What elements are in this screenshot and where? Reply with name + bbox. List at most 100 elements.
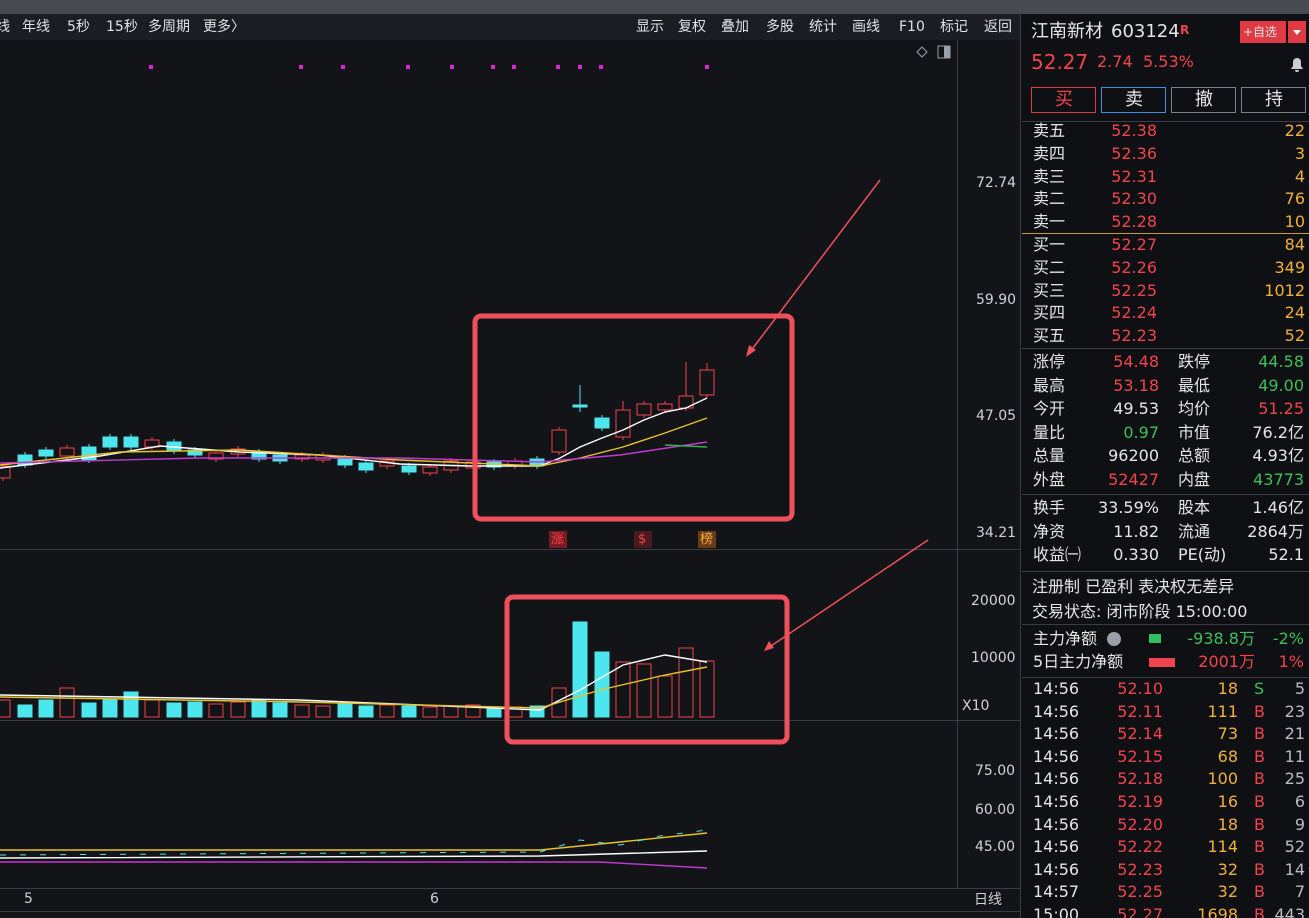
tick-time: 14:56: [1033, 769, 1080, 789]
toolbar-item[interactable]: 叠加: [721, 19, 749, 35]
annotation-box: [504, 594, 790, 745]
book-volume: 76: [1284, 189, 1305, 209]
flow-pct: 1%: [1278, 652, 1304, 671]
volume-bar: [379, 704, 395, 718]
book-label: 买五: [1033, 326, 1066, 346]
book-volume: 24: [1284, 303, 1305, 323]
tick-volume: 1698: [1197, 905, 1238, 918]
volume-bar: [59, 687, 75, 718]
toolbar-item[interactable]: 画线: [852, 19, 880, 35]
toolbar-item[interactable]: F10: [899, 19, 925, 35]
book-label: 卖二: [1033, 189, 1066, 209]
volume-bar: [0, 699, 11, 718]
toolbar-item[interactable]: 显示: [636, 19, 664, 35]
candle-body: [208, 452, 224, 460]
toolbar-item[interactable]: 多周期: [148, 19, 190, 35]
indicator-axis-label: 75.00: [975, 763, 1016, 779]
toolbar-item[interactable]: 返回: [984, 19, 1012, 35]
bell-icon[interactable]: [1291, 58, 1303, 72]
book-volume: 4: [1294, 166, 1305, 186]
tick-side: B: [1254, 814, 1265, 834]
tick-price: 52.23: [1117, 859, 1163, 879]
trade-button[interactable]: 卖: [1125, 89, 1143, 110]
flow-pct: -2%: [1272, 629, 1304, 648]
price-change: 2.74: [1097, 52, 1133, 71]
period-label[interactable]: 日线: [974, 892, 1002, 908]
marker-bg: [698, 531, 716, 548]
stat-value: 44.58: [1258, 352, 1304, 371]
volume-bar: [17, 704, 33, 718]
tick-time: 14:56: [1033, 837, 1080, 857]
book-label: 卖四: [1033, 143, 1066, 163]
toolbar-item[interactable]: 5秒: [67, 19, 90, 35]
tick-side: B: [1254, 746, 1265, 766]
volume-bar: [594, 651, 610, 718]
dropdown-arrow: [1293, 30, 1301, 35]
info-icon[interactable]: [1107, 632, 1121, 646]
tick-side: B: [1254, 882, 1265, 902]
tick-count: 21: [1284, 724, 1305, 744]
stock-name: 江南新材: [1031, 21, 1103, 42]
watch-button-bg[interactable]: [1240, 21, 1286, 43]
toolbar-item[interactable]: 复权: [678, 19, 706, 35]
book-price: 52.38: [1111, 121, 1157, 140]
date-label: 6: [430, 891, 439, 907]
buy-button[interactable]: [1031, 87, 1096, 113]
tick-side: B: [1254, 837, 1265, 857]
book-label: 买二: [1033, 257, 1066, 277]
vol-ma-line: [0, 654, 708, 711]
tick-volume: 114: [1207, 837, 1238, 857]
stat-value: 54.48: [1113, 352, 1159, 371]
cancel-button[interactable]: [1171, 87, 1236, 113]
toolbar-item[interactable]: 统计: [809, 19, 837, 35]
flow-value: -938.8万: [1187, 629, 1255, 648]
volume-bar: [166, 702, 182, 718]
icon-diamond[interactable]: [916, 46, 928, 58]
trade-button[interactable]: 买: [1055, 89, 1073, 110]
tick-count: 443: [1274, 905, 1305, 918]
candle-body: [594, 417, 610, 429]
toolbar-item[interactable]: 年线: [22, 19, 50, 35]
tick-count: 9: [1294, 814, 1305, 834]
candle-body: [572, 404, 588, 408]
price-axis-label: 34.21: [976, 525, 1017, 541]
volume-bar: [81, 702, 97, 718]
volume-bar: [443, 705, 459, 718]
hold-button[interactable]: [1241, 87, 1306, 113]
stat-value: 1.46亿: [1252, 498, 1304, 517]
signal-dot: [341, 65, 345, 69]
toolbar-item[interactable]: 线: [0, 19, 10, 35]
volume-bar: [401, 705, 417, 718]
book-label: 买三: [1033, 280, 1066, 300]
stat-label: 涨停: [1033, 352, 1066, 371]
toolbar-item[interactable]: 标记: [940, 19, 968, 35]
watch-button[interactable]: +自选: [1243, 25, 1278, 39]
volume-bar: [272, 702, 288, 718]
tick-time: 14:56: [1033, 859, 1080, 879]
tick-time: 14:56: [1033, 701, 1080, 721]
stat-value: 49.53: [1113, 399, 1159, 419]
signal-dot: [406, 65, 410, 69]
book-volume: 349: [1274, 257, 1305, 277]
flow-label: 主力净额: [1033, 629, 1098, 648]
price-change-pct: 5.53%: [1143, 52, 1194, 71]
stat-value: 49.00: [1258, 375, 1304, 395]
tick-volume: 100: [1207, 769, 1238, 789]
volume-bar: [529, 705, 545, 718]
volume-bar: [251, 699, 267, 718]
volume-bar: [294, 704, 310, 718]
book-price: 52.24: [1111, 303, 1157, 323]
toolbar-item[interactable]: 更多〉: [203, 19, 245, 35]
toolbar-item[interactable]: 15秒: [106, 19, 138, 35]
toolbar-item[interactable]: 多股: [766, 19, 794, 35]
tick-volume: 18: [1217, 679, 1238, 698]
volume-bar: [636, 663, 652, 718]
candle-body: [187, 449, 203, 456]
volume-scale-label: X10: [962, 698, 990, 714]
trade-button[interactable]: 撤: [1195, 89, 1213, 110]
tick-time: 14:56: [1033, 724, 1080, 744]
sell-button[interactable]: [1101, 87, 1166, 113]
tick-volume: 68: [1217, 746, 1238, 766]
book-price: 52.25: [1111, 280, 1157, 300]
trade-button[interactable]: 持: [1265, 89, 1283, 110]
